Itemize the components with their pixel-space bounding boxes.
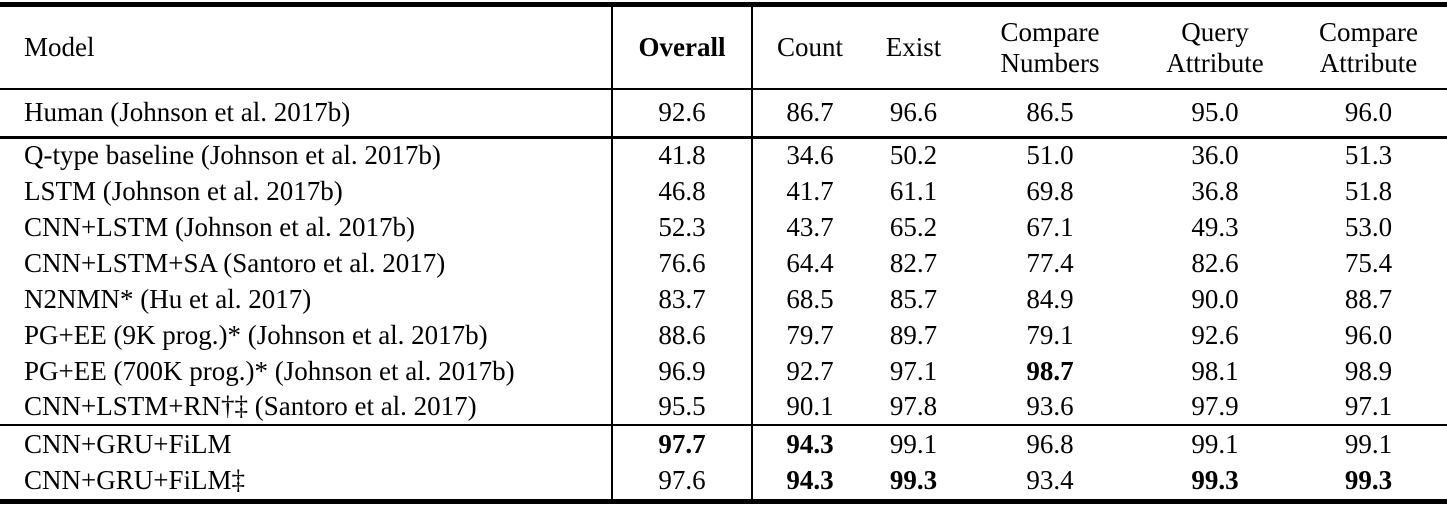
- table-row: PG+EE (700K prog.)* (Johnson et al. 2017…: [0, 353, 1447, 389]
- score-cell: 79.7: [786, 319, 834, 350]
- model-cell: CNN+LSTM (Johnson et al. 2017b): [0, 209, 613, 245]
- score-cell: 92.6: [612, 89, 753, 139]
- model-cell: Q-type baseline (Johnson et al. 2017b): [0, 137, 613, 173]
- score-cell: 97.1: [1290, 389, 1447, 426]
- score-cell: 83.7: [612, 281, 753, 317]
- score-cell: 99.3: [1191, 465, 1239, 496]
- table-row: CNN+LSTM+SA (Santoro et al. 2017) 76.6 64.…: [0, 245, 1447, 281]
- score-cell: 84.9: [1026, 283, 1074, 314]
- score-cell: 89.7: [889, 319, 938, 350]
- score-cell: 99.1: [1344, 429, 1393, 459]
- model-cell: Human (Johnson et al. 2017b): [0, 89, 613, 139]
- score-cell: 94.3: [786, 465, 834, 496]
- score-cell: 51.0: [1026, 140, 1074, 171]
- score-cell: 88.7: [1344, 283, 1393, 314]
- table-row: CNN+LSTM+RN†‡ (Santoro et al. 2017) 95.5 9…: [0, 389, 1447, 426]
- column-header-compare-numbers: Compare Numbers: [960, 4, 1140, 90]
- column-header-overall: Overall: [612, 4, 753, 90]
- score-cell: 51.8: [1344, 175, 1393, 206]
- score-cell: 99.1: [889, 429, 938, 459]
- score-cell: 79.1: [1026, 319, 1074, 350]
- table-row: N2NMN* (Hu et al. 2017) 83.7 68.5 85.7 84.9 9…: [0, 281, 1447, 317]
- score-cell: 50.2: [889, 140, 938, 171]
- score-cell: 92.7: [786, 355, 834, 386]
- table-row: Q-type baseline (Johnson et al. 2017b) 41…: [0, 137, 1447, 173]
- score-cell: 97.7: [612, 425, 753, 463]
- score-cell: 76.6: [612, 245, 753, 281]
- score-cell: 90.0: [1191, 283, 1239, 314]
- column-header-exist: Exist: [867, 4, 960, 90]
- column-header-count: Count: [752, 4, 867, 90]
- score-cell: 68.5: [786, 283, 834, 314]
- score-cell: 52.3: [612, 209, 753, 245]
- table-row: CNN+GRU+FiLM‡ 97.6 94.3 99.3 93.4 99.3 99.3: [0, 463, 1447, 501]
- score-cell: 82.7: [889, 247, 938, 278]
- score-cell: 36.8: [1191, 175, 1239, 206]
- score-cell: 90.1: [752, 389, 867, 426]
- score-cell: 97.6: [612, 463, 753, 501]
- column-header-model: Model: [0, 4, 613, 90]
- score-cell: 88.6: [612, 317, 753, 353]
- score-cell: 96.9: [612, 353, 753, 389]
- score-cell: 95.0: [1140, 89, 1290, 139]
- score-cell: 96.0: [1344, 319, 1393, 350]
- table-row: CNN+GRU+FiLM 97.7 94.3 99.1 96.8 99.1 99.1: [0, 425, 1447, 463]
- score-cell: 49.3: [1191, 211, 1239, 242]
- score-cell: 94.3: [786, 429, 834, 459]
- score-cell: 99.1: [1191, 429, 1239, 459]
- column-header-compare-attribute: Compare Attribute: [1290, 4, 1447, 90]
- score-cell: 96.0: [1290, 89, 1447, 139]
- score-cell: 41.7: [786, 175, 834, 206]
- score-cell: 98.1: [1191, 355, 1239, 386]
- score-cell: 82.6: [1191, 247, 1239, 278]
- score-cell: 61.1: [889, 175, 938, 206]
- score-cell: 41.8: [612, 137, 753, 173]
- score-cell: 67.1: [1026, 211, 1074, 242]
- score-cell: 65.2: [889, 211, 938, 242]
- score-cell: 75.4: [1344, 247, 1393, 278]
- score-cell: 69.8: [1026, 175, 1074, 206]
- score-cell: 98.7: [1026, 355, 1074, 386]
- model-cell: CNN+LSTM+SA (Santoro et al. 2017): [0, 245, 613, 281]
- score-cell: 43.7: [786, 211, 834, 242]
- model-cell: PG+EE (700K prog.)* (Johnson et al. 2017…: [0, 353, 613, 389]
- score-cell: 46.8: [612, 173, 753, 209]
- model-cell: PG+EE (9K prog.)* (Johnson et al. 2017b): [0, 317, 613, 353]
- score-cell: 96.8: [1026, 429, 1074, 459]
- score-cell: 96.6: [867, 89, 960, 139]
- score-cell: 99.3: [889, 465, 938, 496]
- score-cell: 53.0: [1344, 211, 1393, 242]
- table-row: LSTM (Johnson et al. 2017b) 46.8 41.7 61.1 6…: [0, 173, 1447, 209]
- score-cell: 36.0: [1191, 140, 1239, 171]
- model-cell: N2NMN* (Hu et al. 2017): [0, 281, 613, 317]
- score-cell: 85.7: [889, 283, 938, 314]
- header-row: Model Overall Count Exist Compare Numbers Que…: [0, 4, 1447, 90]
- score-cell: 86.7: [752, 89, 867, 139]
- score-cell: 99.3: [1344, 465, 1393, 496]
- score-cell: 34.6: [786, 140, 834, 171]
- score-cell: 64.4: [786, 247, 834, 278]
- model-cell: CNN+LSTM+RN†‡ (Santoro et al. 2017): [0, 389, 613, 426]
- score-cell: 92.6: [1191, 319, 1239, 350]
- table-row: Human (Johnson et al. 2017b) 92.6 86.7 96.6…: [0, 89, 1447, 139]
- score-cell: 95.5: [612, 389, 753, 426]
- model-cell: CNN+GRU+FiLM: [0, 425, 613, 463]
- table-row: PG+EE (9K prog.)* (Johnson et al. 2017b)…: [0, 317, 1447, 353]
- score-cell: 98.9: [1344, 355, 1393, 386]
- model-cell: CNN+GRU+FiLM‡: [0, 463, 613, 501]
- score-cell: 97.1: [889, 355, 938, 386]
- results-table: Model Overall Count Exist Compare Numbers Que…: [0, 2, 1447, 504]
- score-cell: 86.5: [960, 89, 1140, 139]
- score-cell: 77.4: [1026, 247, 1074, 278]
- score-cell: 97.9: [1140, 389, 1290, 426]
- score-cell: 97.8: [867, 389, 960, 426]
- table-row: CNN+LSTM (Johnson et al. 2017b) 52.3 43.7 6…: [0, 209, 1447, 245]
- score-cell: 93.6: [960, 389, 1140, 426]
- score-cell: 93.4: [1026, 465, 1074, 496]
- score-cell: 51.3: [1344, 140, 1393, 171]
- column-header-query-attribute: Query Attribute: [1140, 4, 1290, 90]
- model-cell: LSTM (Johnson et al. 2017b): [0, 173, 613, 209]
